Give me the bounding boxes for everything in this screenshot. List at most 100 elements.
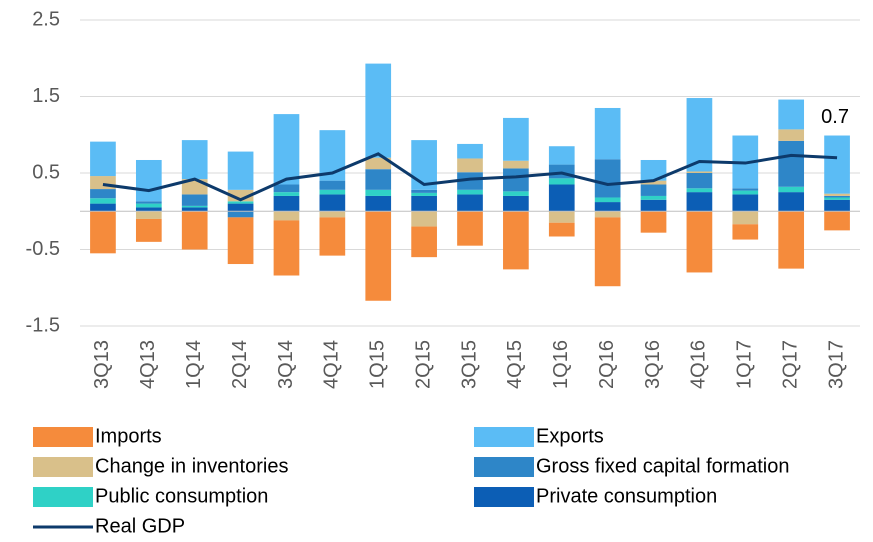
bar-segment (824, 135, 850, 194)
bar-segment (594, 202, 621, 212)
annotation: 0.7 (821, 106, 849, 128)
bar-segment (135, 201, 162, 204)
bar-segment (90, 211, 116, 254)
bar-segment (411, 226, 437, 258)
gdp-line (102, 152, 838, 202)
bar-segment (135, 207, 162, 212)
bar-segment (273, 211, 300, 221)
bar-segment (227, 151, 254, 190)
bar-segment (686, 188, 713, 193)
bar-segment (824, 195, 850, 198)
x-tick-label: 1Q17 (734, 340, 756, 389)
bar-segment (181, 207, 208, 212)
bar-segment (686, 173, 713, 189)
x-tick-label: 4Q15 (504, 340, 526, 389)
bar-segment (365, 211, 392, 301)
x-tick-label: 3Q15 (458, 340, 480, 389)
bar-segment (548, 178, 575, 185)
x-tick-label: 1Q14 (183, 340, 205, 389)
bar-segment (319, 194, 346, 212)
bar-segment (594, 159, 621, 198)
bar-segment (594, 107, 621, 160)
bar-segment (503, 195, 529, 212)
y-tick-label: 0.5 (32, 161, 60, 183)
bar-segment (548, 184, 575, 212)
bar-segment (640, 211, 667, 233)
x-tick-label: 3Q13 (91, 340, 113, 389)
x-tick-label: 4Q14 (321, 340, 343, 389)
bar-segment (640, 180, 667, 185)
bar-segment (365, 169, 392, 190)
bar-segment (135, 159, 162, 202)
bar-segment (227, 189, 254, 202)
legend-swatch (474, 457, 534, 477)
bar-segment (503, 191, 529, 196)
bar-segment (90, 203, 116, 212)
bar-segment (778, 211, 805, 269)
bar-segment (594, 217, 621, 287)
bar-segment (824, 199, 850, 212)
legend-label: Private consumption (536, 485, 717, 507)
bar-segment (319, 217, 346, 256)
bar-segment (824, 211, 850, 231)
bar-segment (686, 211, 713, 273)
bar-segment (732, 188, 759, 191)
bar-segment (273, 114, 300, 185)
y-tick-label: 1.5 (32, 85, 60, 107)
bar-segment (227, 217, 254, 265)
bar-segment (411, 189, 437, 193)
bar-segment (319, 189, 346, 195)
bar-segment (548, 222, 575, 237)
bar-segment (135, 203, 162, 208)
bar-segment (640, 195, 667, 200)
bar-segment (686, 192, 713, 212)
bar-segment (824, 197, 850, 200)
bar-segment (640, 184, 667, 196)
bar-segment (778, 140, 805, 187)
bar-segment (732, 211, 759, 225)
legend-label: Change in inventories (95, 455, 288, 477)
bar-segment (365, 195, 392, 212)
bar-segment (365, 63, 392, 158)
bar-segment (135, 218, 162, 242)
bar-segment (732, 190, 759, 195)
bar-segment (778, 192, 805, 212)
legend-swatch (33, 427, 93, 447)
x-tick-label: 1Q15 (367, 340, 389, 389)
x-tick-label: 1Q16 (550, 340, 572, 389)
bar-segment (457, 158, 483, 173)
legend-swatch (474, 427, 534, 447)
bar-segment (90, 141, 116, 177)
x-tick-label: 2Q16 (596, 340, 618, 389)
bar-segment (227, 201, 254, 204)
y-tick-label: 2.5 (32, 8, 60, 30)
bar-segment (548, 211, 575, 223)
bar-segment (640, 159, 667, 181)
bar-segment (457, 172, 483, 190)
bar-segment (181, 140, 208, 180)
bar-segment (457, 189, 483, 195)
bar-segment (319, 180, 346, 190)
bar-segment (686, 98, 713, 172)
bar-segment (778, 99, 805, 130)
bar-segment (411, 140, 437, 190)
bar-segment (503, 117, 529, 161)
bar-segment (273, 192, 300, 196)
bar-segment (273, 195, 300, 212)
bar-segment (273, 184, 300, 193)
bar-segment (90, 198, 116, 204)
bar-segment (732, 224, 759, 240)
bar-segment (778, 186, 805, 193)
bar-segment (457, 143, 483, 159)
x-tick-label: 2Q14 (229, 340, 251, 389)
x-tick-label: 2Q15 (412, 340, 434, 389)
bar-segment (503, 168, 529, 192)
bar-segment (686, 171, 713, 173)
x-tick-label: 3Q16 (642, 340, 664, 389)
bar-segment (365, 157, 392, 170)
x-tick-label: 4Q13 (137, 340, 159, 389)
legend-label: Exports (536, 425, 604, 447)
bar-segment (411, 195, 437, 212)
x-tick-label: 2Q17 (779, 340, 801, 389)
